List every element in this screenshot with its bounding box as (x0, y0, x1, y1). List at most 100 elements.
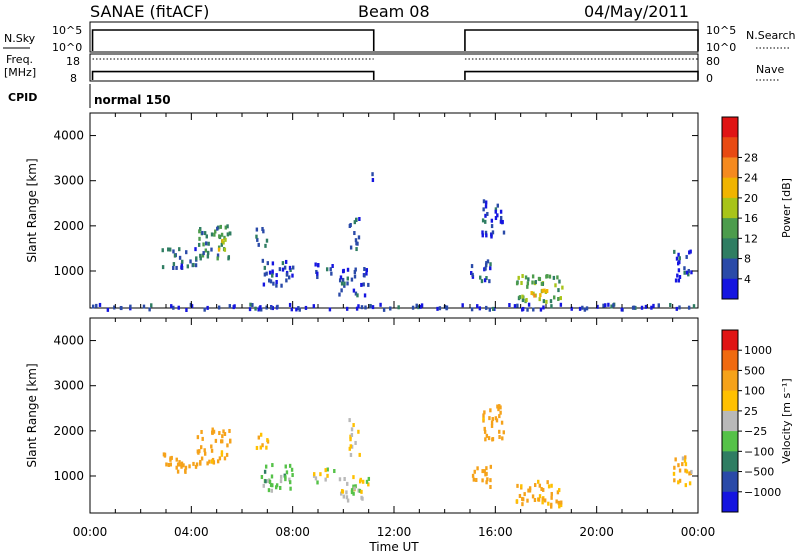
data-cell (541, 288, 544, 293)
colorbar-segment (722, 157, 738, 179)
data-cell (483, 278, 487, 283)
data-cell (543, 288, 546, 293)
data-cell (607, 302, 610, 307)
x-tick-label: 00:00 (681, 525, 716, 539)
noise-panel: N.Sky 10^5 10^0 10^5 10^0 N.Search (3, 21, 796, 54)
data-cell (279, 485, 282, 490)
data-cell (479, 275, 482, 280)
data-cell (288, 463, 292, 468)
colorbar-segment (722, 330, 738, 351)
data-cell (541, 497, 544, 502)
data-cell (199, 226, 202, 231)
data-cell (214, 229, 217, 234)
data-cell (255, 445, 259, 450)
noise-left-tick-high: 10^5 (52, 24, 82, 37)
data-cell (324, 477, 327, 482)
data-cell (367, 282, 370, 287)
data-cell (672, 471, 676, 476)
data-cell (527, 302, 531, 307)
data-cell (478, 306, 482, 311)
data-cell (129, 304, 132, 309)
data-cell (542, 487, 545, 492)
data-cell (339, 275, 343, 280)
data-cell (271, 261, 275, 266)
data-cell (550, 304, 553, 309)
data-cell (178, 247, 181, 252)
data-cell (436, 306, 439, 311)
data-cell (549, 299, 553, 304)
data-cell (175, 457, 178, 462)
data-cell (550, 502, 553, 507)
data-cell (502, 230, 506, 235)
data-cell (346, 481, 349, 486)
y-tick-label: 3000 (53, 379, 84, 393)
data-cell (314, 262, 317, 267)
data-cell (188, 464, 191, 469)
data-cell (284, 475, 287, 480)
data-cell (91, 304, 95, 309)
data-cell (555, 499, 558, 504)
data-cell (268, 270, 272, 275)
data-cell (496, 404, 499, 409)
data-cell (490, 423, 494, 428)
panel-frame (89, 112, 699, 309)
data-cell (218, 234, 221, 239)
data-cell (192, 262, 195, 267)
data-cell (178, 460, 181, 465)
colorbar-tick-label: 28 (744, 151, 758, 164)
data-cell (270, 305, 273, 310)
colorbar-segment (722, 278, 738, 300)
data-cell (371, 305, 375, 310)
data-cell (288, 477, 291, 482)
y-tick-label: 2000 (53, 424, 84, 438)
data-cell (501, 219, 504, 224)
data-cell (445, 306, 448, 311)
data-cell (559, 302, 563, 307)
colorbar-label: Power [dB] (780, 178, 793, 238)
data-cell (169, 247, 172, 252)
data-cell (438, 306, 442, 311)
data-cell (223, 247, 227, 252)
x-tick-label: 16:00 (478, 525, 513, 539)
data-cell (684, 483, 688, 488)
data-cell (490, 224, 494, 229)
data-cell (225, 452, 229, 457)
data-cell (578, 306, 582, 311)
freq-lines (91, 58, 699, 80)
data-cell (531, 280, 534, 285)
data-cell (485, 433, 489, 438)
data-cell (481, 469, 484, 474)
data-cell (500, 420, 504, 425)
data-cell (279, 479, 283, 484)
data-cell (360, 305, 364, 310)
data-cell (284, 259, 288, 264)
data-cell (194, 263, 198, 268)
data-cell (688, 481, 692, 486)
data-cell (217, 305, 221, 310)
data-cell (349, 434, 352, 439)
data-cell (539, 293, 542, 298)
data-cell (271, 269, 274, 274)
data-cell (216, 226, 219, 231)
data-cell (350, 277, 354, 282)
data-cell (470, 264, 474, 269)
time-axis-label: Time UT (368, 540, 419, 554)
cpid-value: normal 150 (94, 93, 171, 107)
data-cell (233, 304, 236, 309)
data-cell (338, 292, 341, 297)
data-cell (687, 272, 690, 277)
data-cell (471, 272, 474, 277)
data-cell (487, 436, 491, 441)
data-cell (192, 461, 195, 466)
colorbar-segment (722, 350, 738, 371)
data-cell (199, 256, 202, 261)
data-cell (271, 463, 274, 468)
radar-title: SANAE (fitACF) (90, 2, 209, 21)
data-cell (216, 459, 220, 464)
data-cell (341, 489, 345, 494)
data-cell (349, 452, 353, 457)
data-cell (352, 288, 356, 293)
data-cell (288, 265, 292, 270)
data-cell (550, 483, 553, 488)
data-cell (345, 495, 349, 500)
